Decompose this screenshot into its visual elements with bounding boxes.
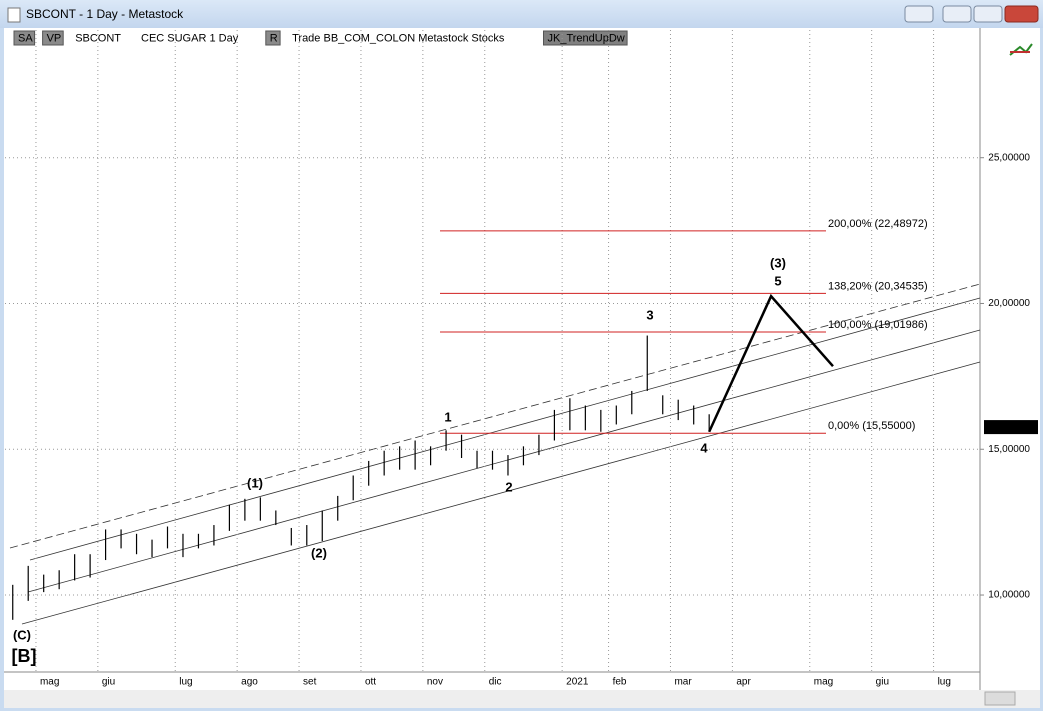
scrollbar[interactable] bbox=[4, 690, 1040, 708]
fib-label: 0,00% (15,55000) bbox=[828, 420, 915, 432]
legend-icon bbox=[1009, 43, 1033, 56]
wave-label: 5 bbox=[774, 273, 781, 288]
toolbar-text[interactable]: VP bbox=[47, 32, 62, 44]
last-price-box bbox=[984, 420, 1038, 435]
projection-line bbox=[708, 293, 834, 433]
scroll-thumb[interactable] bbox=[984, 691, 1016, 706]
x-tick-label: lug bbox=[938, 677, 951, 688]
y-tick-label: 25,00000 bbox=[988, 152, 1030, 163]
close-button[interactable] bbox=[1004, 5, 1039, 23]
wave-label: (C) bbox=[13, 627, 31, 642]
wave-label: (2) bbox=[311, 545, 327, 560]
toolbar-button[interactable] bbox=[543, 30, 628, 46]
x-tick-label: ago bbox=[241, 677, 258, 688]
toolbar-button[interactable] bbox=[13, 30, 36, 46]
x-tick-label: mag bbox=[40, 677, 59, 688]
restore-button[interactable] bbox=[904, 5, 934, 23]
toolbar-text[interactable]: CEC SUGAR 1 Day bbox=[141, 32, 239, 44]
wave-label: (1) bbox=[247, 475, 263, 490]
x-tick-label: giu bbox=[876, 677, 889, 688]
y-tick-label: 15,00000 bbox=[988, 444, 1030, 455]
wave-label: 1 bbox=[444, 409, 451, 424]
wave-label: (3) bbox=[770, 255, 786, 270]
channel-lower bbox=[21, 361, 981, 625]
x-tick-label: dic bbox=[489, 677, 502, 688]
toolbar-button[interactable] bbox=[42, 30, 64, 46]
toolbar-text[interactable]: JK_TrendUpDw bbox=[548, 32, 625, 44]
x-tick-label: ott bbox=[365, 677, 376, 688]
window-title: SBCONT - 1 Day - Metastock bbox=[26, 7, 184, 21]
fib-label: 138,20% (20,34535) bbox=[828, 280, 928, 292]
toolbar-button[interactable] bbox=[265, 30, 281, 46]
channel-lines bbox=[9, 283, 981, 625]
fib-label: 100,00% (19,01986) bbox=[828, 319, 928, 331]
app-icon bbox=[7, 7, 21, 23]
x-tick-label: giu bbox=[102, 677, 115, 688]
x-tick-label: lug bbox=[179, 677, 192, 688]
x-tick-label: 2021 bbox=[566, 677, 589, 688]
x-tick-label: set bbox=[303, 677, 317, 688]
wave-label: [B] bbox=[12, 646, 37, 666]
channel-middle bbox=[27, 329, 981, 593]
y-tick-label: 10,00000 bbox=[988, 590, 1030, 601]
channel-upper bbox=[29, 297, 981, 561]
title-bar bbox=[0, 0, 1043, 28]
x-tick-label: nov bbox=[427, 677, 443, 688]
toolbar-text[interactable]: R bbox=[270, 32, 278, 44]
x-tick-label: mar bbox=[674, 677, 692, 688]
toolbar-text[interactable]: SA bbox=[18, 32, 33, 44]
minimize-button[interactable] bbox=[942, 5, 972, 23]
fib-label: 200,00% (22,48972) bbox=[828, 218, 928, 230]
wave-label: 2 bbox=[505, 479, 512, 494]
y-tick-label: 20,00000 bbox=[988, 298, 1030, 309]
last-price-label: 15,76000 bbox=[994, 422, 1036, 433]
wave-label: 3 bbox=[646, 307, 653, 322]
wave-label: 4 bbox=[700, 440, 708, 455]
x-tick-label: mag bbox=[814, 677, 833, 688]
x-tick-label: feb bbox=[613, 677, 627, 688]
chart-area bbox=[4, 28, 1040, 690]
toolbar-text[interactable]: Trade BB_COM_COLON Metastock Stocks bbox=[292, 32, 505, 44]
maximize-button[interactable] bbox=[973, 5, 1003, 23]
x-tick-label: apr bbox=[736, 677, 751, 688]
